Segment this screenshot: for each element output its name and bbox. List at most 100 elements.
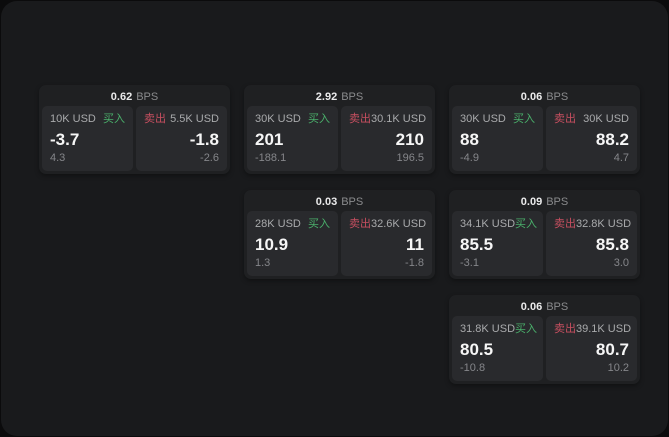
buy-price-value: 88 [460, 129, 479, 149]
buy-subcard[interactable]: 31.8K USD 买入 80.5 -10.8 [452, 316, 543, 381]
quote-card: 0.03 BPS 28K USD 买入 10.9 1.3 卖出 [244, 190, 435, 279]
sell-subcard-top: 卖出 39.1K USD [554, 323, 632, 336]
sell-price-value: 210 [395, 129, 424, 149]
bps-header: 0.03 BPS [247, 193, 432, 211]
sell-subcard[interactable]: 卖出 39.1K USD 80.7 10.2 [546, 316, 637, 381]
sell-price-value: 88.2 [595, 129, 629, 149]
buy-amount-label: 34.1K USD [460, 218, 516, 230]
sell-subcard[interactable]: 卖出 30K USD 88.2 4.7 [546, 106, 637, 171]
buy-delta-value: -3.1 [460, 257, 479, 269]
quote-grid: 0.62 BPS 10K USD 买入 -3.7 4.3 卖出 [39, 85, 640, 384]
sell-delta-value: -1.8 [405, 257, 424, 269]
bps-value: 0.06 [520, 91, 543, 103]
bps-value: 0.06 [520, 301, 543, 313]
bps-unit-label: BPS [341, 91, 364, 103]
bps-value: 0.09 [520, 196, 543, 208]
quote-card: 0.62 BPS 10K USD 买入 -3.7 4.3 卖出 [39, 85, 230, 174]
sell-delta-value: 196.5 [396, 152, 424, 164]
sell-delta-value: 3.0 [613, 257, 629, 269]
sell-amount-label: 39.1K USD [576, 323, 632, 335]
quote-card-body: 10K USD 买入 -3.7 4.3 卖出 5.5K USD -1.8 -2.… [42, 106, 227, 171]
buy-subcard-top: 30K USD 买入 [255, 113, 330, 126]
bps-header: 0.06 BPS [452, 298, 637, 316]
sell-price-value: 11 [406, 234, 424, 254]
buy-amount-label: 30K USD [460, 113, 506, 125]
sell-subcard-top: 卖出 32.6K USD [349, 218, 427, 231]
buy-subcard-top: 28K USD 买入 [255, 218, 330, 231]
sell-tag: 卖出 [554, 113, 576, 125]
buy-tag: 买入 [103, 113, 125, 125]
sell-subcard[interactable]: 卖出 30.1K USD 210 196.5 [341, 106, 432, 171]
buy-subcard[interactable]: 10K USD 买入 -3.7 4.3 [42, 106, 133, 171]
buy-price-value: 85.5 [460, 234, 494, 254]
quote-card: 0.06 BPS 30K USD 买入 88 -4.9 卖出 [449, 85, 640, 174]
buy-amount-label: 10K USD [50, 113, 96, 125]
buy-subcard-top: 31.8K USD 买入 [460, 323, 538, 336]
bps-value: 2.92 [315, 91, 338, 103]
buy-price-value: 80.5 [460, 339, 494, 359]
buy-tag: 买入 [515, 323, 538, 335]
buy-subcard-top: 34.1K USD 买入 [460, 218, 538, 231]
bps-unit-label: BPS [136, 91, 159, 103]
bps-header: 2.92 BPS [247, 88, 432, 106]
sell-delta-value: 4.7 [613, 152, 629, 164]
buy-price-value: -3.7 [50, 129, 80, 149]
buy-delta-value: -4.9 [460, 152, 479, 164]
sell-subcard-top: 卖出 30.1K USD [349, 113, 427, 126]
bps-unit-label: BPS [341, 196, 364, 208]
sell-amount-label: 5.5K USD [170, 113, 219, 125]
buy-price-value: 10.9 [255, 234, 289, 254]
buy-tag: 买入 [513, 113, 535, 125]
buy-amount-label: 30K USD [255, 113, 301, 125]
sell-subcard[interactable]: 卖出 32.8K USD 85.8 3.0 [546, 211, 637, 276]
sell-price-value: 85.8 [595, 234, 629, 254]
sell-subcard[interactable]: 卖出 5.5K USD -1.8 -2.6 [136, 106, 227, 171]
quote-card-body: 30K USD 买入 88 -4.9 卖出 30K USD 88.2 4.7 [452, 106, 637, 171]
quote-card: 2.92 BPS 30K USD 买入 201 -188.1 卖出 [244, 85, 435, 174]
sell-delta-value: -2.6 [200, 152, 219, 164]
bps-unit-label: BPS [546, 196, 569, 208]
sell-subcard-top: 卖出 5.5K USD [144, 113, 219, 126]
buy-subcard[interactable]: 34.1K USD 买入 85.5 -3.1 [452, 211, 543, 276]
sell-subcard-top: 卖出 32.8K USD [554, 218, 632, 231]
buy-delta-value: 1.3 [255, 257, 271, 269]
quote-card-body: 34.1K USD 买入 85.5 -3.1 卖出 32.8K USD 85.8… [452, 211, 637, 276]
sell-subcard-top: 卖出 30K USD [554, 113, 629, 126]
bps-header: 0.09 BPS [452, 193, 637, 211]
bps-header: 0.06 BPS [452, 88, 637, 106]
quote-card-body: 28K USD 买入 10.9 1.3 卖出 32.6K USD 11 -1.8 [247, 211, 432, 276]
sell-tag: 卖出 [349, 113, 371, 125]
sell-amount-label: 30K USD [583, 113, 629, 125]
sell-tag: 卖出 [349, 218, 371, 230]
quote-card-body: 31.8K USD 买入 80.5 -10.8 卖出 39.1K USD 80.… [452, 316, 637, 381]
buy-subcard-top: 30K USD 买入 [460, 113, 535, 126]
bps-unit-label: BPS [546, 301, 569, 313]
bps-unit-label: BPS [546, 91, 569, 103]
sell-price-value: -1.8 [189, 129, 219, 149]
bps-value: 0.62 [110, 91, 133, 103]
buy-tag: 买入 [308, 113, 330, 125]
buy-subcard[interactable]: 30K USD 买入 88 -4.9 [452, 106, 543, 171]
sell-price-value: 80.7 [595, 339, 629, 359]
buy-amount-label: 28K USD [255, 218, 301, 230]
sell-delta-value: 10.2 [607, 362, 629, 374]
sell-amount-label: 30.1K USD [371, 113, 427, 125]
sell-amount-label: 32.8K USD [576, 218, 632, 230]
buy-delta-value: -188.1 [255, 152, 287, 164]
sell-tag: 卖出 [554, 218, 576, 230]
quote-card: 0.09 BPS 34.1K USD 买入 85.5 -3.1 卖出 [449, 190, 640, 279]
buy-tag: 买入 [515, 218, 538, 230]
buy-tag: 买入 [308, 218, 330, 230]
buy-price-value: 201 [255, 129, 284, 149]
buy-subcard[interactable]: 30K USD 买入 201 -188.1 [247, 106, 338, 171]
buy-subcard[interactable]: 28K USD 买入 10.9 1.3 [247, 211, 338, 276]
sell-amount-label: 32.6K USD [371, 218, 427, 230]
buy-delta-value: -10.8 [460, 362, 486, 374]
bps-header: 0.62 BPS [42, 88, 227, 106]
bps-value: 0.03 [315, 196, 338, 208]
sell-subcard[interactable]: 卖出 32.6K USD 11 -1.8 [341, 211, 432, 276]
quote-card-body: 30K USD 买入 201 -188.1 卖出 30.1K USD 210 1… [247, 106, 432, 171]
buy-delta-value: 4.3 [50, 152, 66, 164]
